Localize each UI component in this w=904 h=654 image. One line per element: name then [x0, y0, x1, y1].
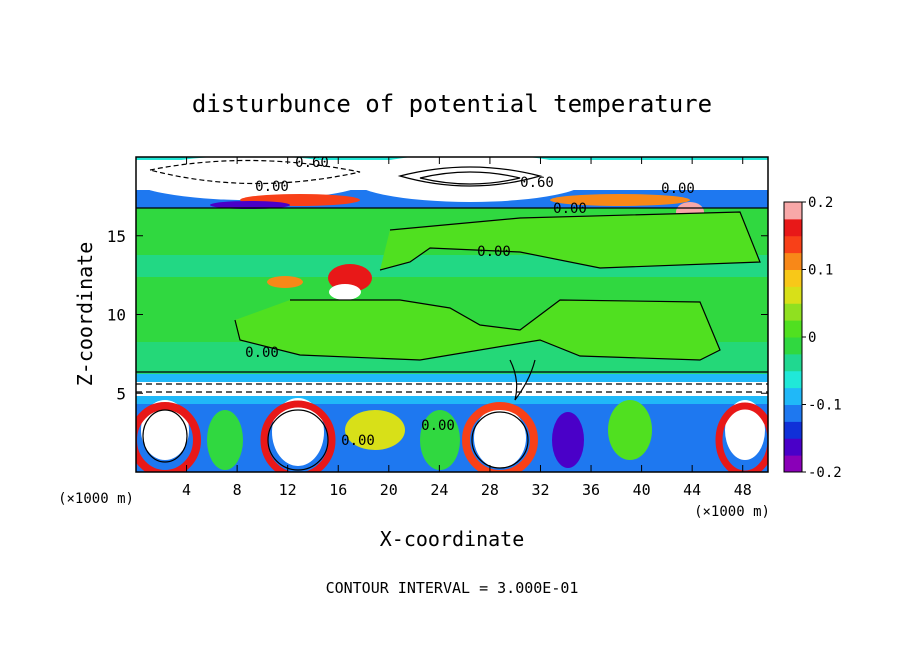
- x-tick-label: 36: [582, 481, 600, 499]
- chart-title: disturbunce of potential temperature: [192, 90, 712, 118]
- contour-label: 0.00: [477, 244, 511, 260]
- colorbar-tick-label: 0.2: [808, 195, 833, 211]
- colorbar-tick-label: -0.2: [808, 465, 842, 481]
- plot-area: 0.60 0.00 0.60 0.00 0.00 0.00 0.00 0.00 …: [107, 155, 769, 499]
- contour-low-2: [471, 411, 529, 469]
- contour-plume: [509, 359, 536, 401]
- contour-interval-footer: CONTOUR INTERVAL = 3.000E-01: [326, 579, 579, 597]
- low-green-3: [608, 400, 652, 460]
- colorbar-swatch: [784, 303, 802, 321]
- upper-blob-left: [136, 157, 370, 200]
- y-ticks: 5 10 15: [107, 227, 768, 403]
- colorbar-swatch: [784, 269, 802, 287]
- y-tick-label: 15: [107, 227, 126, 246]
- colorbar: 0.2 0.1 0 -0.1 -0.2: [783, 195, 842, 481]
- upper-violet: [210, 201, 290, 209]
- colorbar-tick-label: 0: [808, 330, 816, 346]
- colorbar-swatch: [784, 370, 802, 389]
- low-green-1: [207, 410, 243, 470]
- low-white-3: [474, 408, 526, 468]
- colorbar-swatch: [784, 421, 802, 439]
- contour-mid-2: [234, 299, 721, 361]
- mid-orange-patch: [267, 276, 303, 288]
- y-tick-label: 5: [116, 384, 126, 403]
- upper-red-2: [550, 194, 690, 206]
- contour-low-3: [142, 409, 188, 463]
- contour-upper-3: [419, 171, 521, 185]
- contour-upper-1: [149, 159, 361, 185]
- contour-mid-1: [379, 211, 761, 271]
- x-tick-label: 44: [683, 481, 701, 499]
- contour-label: 0.00: [661, 181, 695, 197]
- colorbar-swatch: [784, 455, 802, 473]
- colorbar-swatch: [784, 235, 802, 254]
- contour-label: 0.00: [421, 418, 455, 434]
- low-violet-1: [552, 412, 584, 468]
- low-red-4: [715, 402, 768, 472]
- x-tick-label: 40: [633, 481, 651, 499]
- colorbar-tick-label: -0.1: [808, 398, 842, 414]
- contour-label: 0.60: [520, 175, 554, 191]
- mid-patch-center: [235, 300, 720, 360]
- x-tick-label: 28: [481, 481, 499, 499]
- x-axis-label: X-coordinate: [380, 527, 525, 551]
- contour-low-1: [267, 409, 329, 471]
- mid-patch-large: [380, 212, 760, 270]
- colorbar-swatch: [784, 353, 802, 372]
- x-ticks: 4 8 12 16 20 24 28 32 36 40 44 48: [182, 157, 752, 499]
- x-tick-label: 32: [531, 481, 549, 499]
- contour-upper-2: [397, 166, 543, 187]
- contour-label: 0.00: [255, 179, 289, 195]
- mid-white-patch: [329, 284, 361, 300]
- low-red-2: [260, 400, 336, 472]
- contour-label: 0.00: [245, 345, 279, 361]
- y-tick-label: 10: [107, 306, 126, 325]
- x-tick-label: 24: [430, 481, 448, 499]
- colorbar-swatch: [784, 252, 802, 270]
- colorbar-swatch: [784, 337, 802, 355]
- x-tick-label: 12: [279, 481, 297, 499]
- colorbar-swatch: [784, 387, 802, 405]
- x-unit-right: (×1000 m): [694, 504, 770, 520]
- colorbar-tick-label: 0.1: [808, 263, 833, 279]
- x-tick-label: 16: [329, 481, 347, 499]
- low-green-2: [420, 410, 460, 470]
- x-tick-label: 4: [182, 481, 191, 499]
- x-tick-label: 20: [380, 481, 398, 499]
- contour-label: 0.00: [341, 433, 375, 449]
- colorbar-swatch: [784, 218, 802, 237]
- x-tick-label: 8: [233, 481, 242, 499]
- low-white-1: [141, 400, 189, 460]
- y-axis-label: Z-coordinate: [73, 242, 97, 387]
- colorbar-swatch: [784, 320, 802, 338]
- low-white-4: [725, 400, 765, 460]
- colorbar-swatch: [784, 438, 802, 456]
- colorbar-swatch: [784, 404, 802, 422]
- low-red-3: [462, 402, 538, 472]
- upper-blob-right: [350, 157, 590, 202]
- low-yellow-1: [345, 410, 405, 450]
- x-tick-label: 48: [734, 481, 752, 499]
- x-unit-left: (×1000 m): [58, 491, 134, 507]
- low-white-2: [272, 398, 324, 466]
- colorbar-swatch: [784, 202, 802, 220]
- contour-label: 0.00: [553, 201, 587, 217]
- colorbar-swatch: [784, 286, 802, 304]
- low-red-1: [136, 402, 201, 472]
- contour-label: 0.60: [295, 155, 329, 171]
